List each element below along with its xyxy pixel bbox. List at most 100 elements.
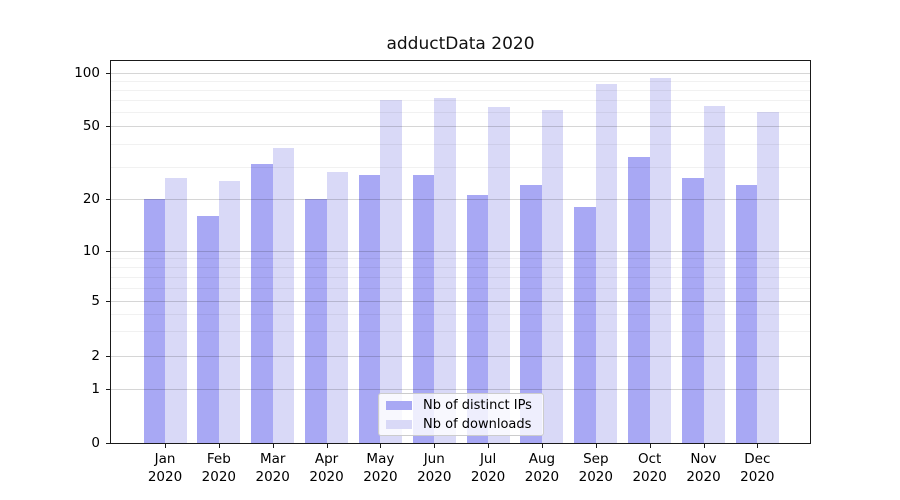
bar-downloads — [488, 107, 510, 444]
x-tick-month: Sep — [583, 451, 609, 467]
bar-downloads — [380, 100, 402, 444]
legend-item: Nb of distinct IPs — [386, 397, 543, 414]
x-tick-label: Jan 2020 — [137, 451, 193, 486]
x-tick-month: Apr — [314, 451, 339, 467]
x-tick-year: 2020 — [578, 468, 613, 485]
x-tick-label: Sep 2020 — [568, 451, 624, 486]
y-tick-label: 20 — [82, 191, 100, 207]
x-tick-month: Jul — [479, 451, 497, 467]
x-tick-month: Dec — [744, 451, 771, 467]
bar-distinct-ips — [735, 184, 758, 444]
chart-title: adductData 2020 — [386, 34, 535, 54]
gridline-major — [111, 356, 810, 357]
x-tick-mark — [541, 444, 543, 448]
y-tick-mark — [106, 126, 110, 128]
x-tick-mark — [595, 444, 597, 448]
x-tick-mark — [757, 444, 759, 448]
y-tick-mark — [106, 73, 110, 74]
x-tick-mark — [326, 444, 328, 448]
legend-item: Nb of downloads — [386, 416, 543, 433]
y-tick-label: 50 — [82, 118, 100, 135]
gridline-major — [111, 199, 810, 200]
bar-distinct-ips — [358, 175, 381, 444]
x-tick-mark — [165, 444, 166, 448]
x-tick-year: 2020 — [686, 468, 721, 485]
x-tick-mark — [649, 444, 651, 448]
bar-downloads — [649, 77, 672, 444]
gridline-minor — [111, 167, 810, 168]
gridline-minor — [111, 81, 810, 82]
legend-label: Nb of distinct IPs — [423, 397, 532, 413]
gridline-major — [111, 251, 810, 252]
x-tick-mark — [272, 444, 274, 448]
x-tick-mark — [434, 444, 436, 448]
legend-swatch-distinct-ips — [386, 400, 412, 410]
bar-downloads — [165, 178, 187, 444]
gridline-major — [111, 389, 810, 390]
gridline-major — [111, 126, 810, 127]
gridline-minor — [111, 90, 810, 91]
gridline-minor — [111, 267, 810, 268]
x-tick-mark — [218, 444, 220, 448]
x-tick-label: Jun 2020 — [406, 451, 462, 486]
bar-distinct-ips — [466, 195, 489, 444]
y-tick-mark — [106, 301, 110, 302]
bar-distinct-ips — [520, 184, 542, 444]
legend-swatch-downloads — [386, 419, 412, 429]
bar-downloads — [434, 98, 456, 444]
x-tick-month: Oct — [637, 451, 662, 467]
y-tick-label: 0 — [91, 435, 100, 451]
gridline-minor — [111, 112, 810, 113]
bar-downloads — [541, 109, 564, 444]
gridline-minor — [111, 144, 810, 145]
x-tick-year: 2020 — [632, 468, 667, 485]
x-tick-year: 2020 — [255, 468, 290, 485]
y-tick-mark — [106, 389, 110, 391]
bar-distinct-ips — [251, 164, 273, 444]
x-tick-label: May 2020 — [352, 451, 408, 486]
gridline-minor — [111, 331, 810, 332]
x-tick-mark — [488, 444, 490, 448]
bar-downloads — [595, 83, 618, 444]
x-tick-month: Aug — [528, 451, 556, 467]
y-tick-label: 2 — [91, 347, 100, 364]
legend: Nb of distinct IPs Nb of downloads — [378, 393, 544, 436]
bar-distinct-ips — [305, 199, 327, 444]
gridline-minor — [111, 288, 810, 289]
gridline-major — [111, 73, 810, 74]
x-tick-label: Dec 2020 — [729, 451, 785, 486]
x-tick-month: Jun — [423, 451, 445, 467]
x-tick-mark — [703, 444, 705, 448]
x-tick-month: Mar — [259, 451, 286, 467]
gridline-major — [111, 301, 810, 302]
y-tick-label: 1 — [91, 381, 100, 398]
gridline-minor — [111, 314, 810, 315]
y-tick-mark — [106, 250, 110, 252]
gridline-minor — [111, 277, 810, 278]
bar-distinct-ips — [682, 178, 704, 444]
x-tick-label: Jul 2020 — [460, 451, 516, 486]
x-tick-label: Feb 2020 — [191, 451, 247, 486]
bar-downloads — [703, 106, 725, 444]
x-tick-month: May — [366, 451, 395, 467]
x-tick-year: 2020 — [524, 468, 560, 485]
x-tick-mark — [380, 444, 382, 448]
y-tick-mark — [106, 355, 110, 357]
x-tick-year: 2020 — [470, 468, 506, 485]
gridline-minor — [111, 100, 810, 101]
y-tick-label: 5 — [91, 293, 100, 309]
x-tick-label: Apr 2020 — [299, 451, 355, 486]
x-tick-label: Aug 2020 — [514, 451, 570, 486]
bar-distinct-ips — [197, 215, 219, 444]
x-tick-label: Nov 2020 — [676, 451, 732, 486]
bar-downloads — [218, 181, 241, 444]
y-tick-mark — [106, 443, 110, 444]
bar-downloads — [326, 172, 349, 444]
x-tick-year: 2020 — [740, 468, 775, 485]
bar-distinct-ips — [628, 156, 650, 444]
bar-distinct-ips — [412, 175, 435, 444]
x-tick-label: Oct 2020 — [622, 451, 678, 486]
x-tick-year: 2020 — [147, 468, 183, 485]
legend-label: Nb of downloads — [423, 416, 532, 432]
